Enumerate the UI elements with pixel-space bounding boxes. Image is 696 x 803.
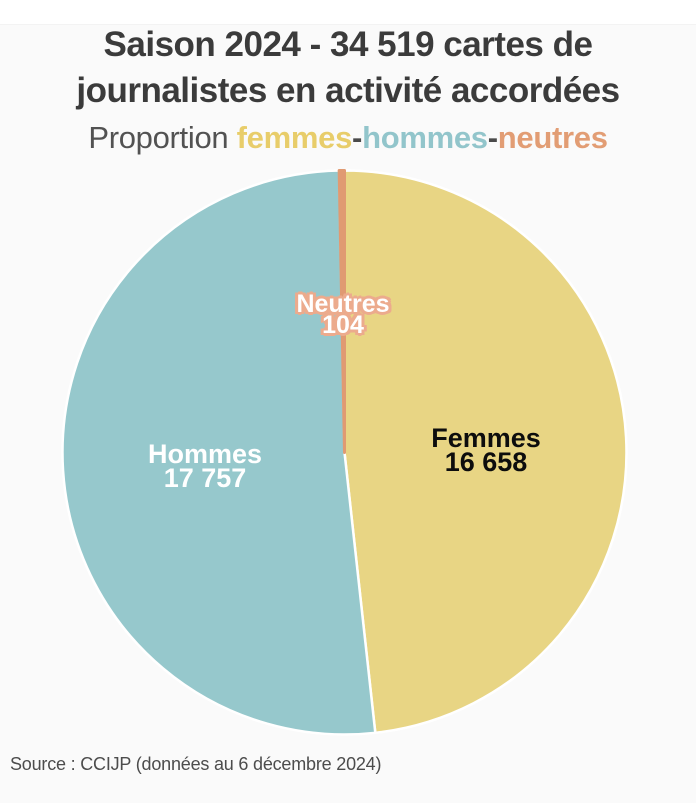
subtitle-segment: - xyxy=(352,120,363,155)
subtitle-segment: hommes xyxy=(362,120,488,155)
subtitle-segment: femmes xyxy=(236,120,353,155)
chart-subtitle: Proportion femmes-hommes-neutres xyxy=(0,118,696,158)
subtitle-segment: neutres xyxy=(497,120,608,155)
pie-slice-femmes[interactable] xyxy=(343,169,628,735)
pie-slice-neutres[interactable] xyxy=(337,168,346,454)
source-note: Source : CCIJP (données au 6 décembre 20… xyxy=(10,754,382,774)
top-strip xyxy=(0,0,696,25)
chart-header: Saison 2024 - 34 519 cartes de journalis… xyxy=(0,22,696,158)
subtitle-segment: Proportion xyxy=(88,120,237,155)
pie-slice-hommes[interactable] xyxy=(61,169,377,736)
chart-title: Saison 2024 - 34 519 cartes de journalis… xyxy=(76,25,620,110)
subtitle-segment: - xyxy=(487,120,498,155)
